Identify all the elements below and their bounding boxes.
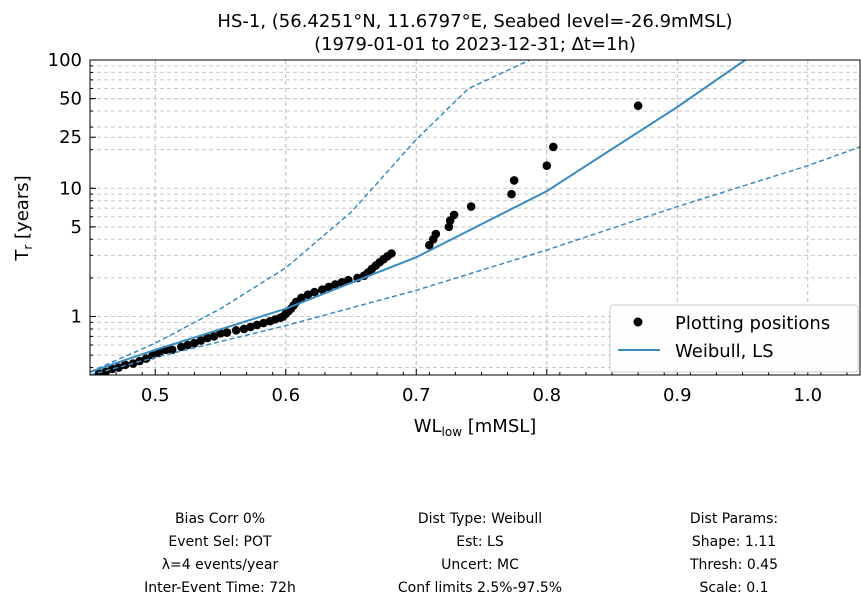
- x-tick-label: 1.0: [793, 385, 822, 406]
- plotting-position-point: [239, 324, 249, 334]
- plotting-position-point: [114, 363, 124, 372]
- plotting-position-point: [542, 161, 552, 170]
- info-uncert: Uncert: MC: [441, 557, 519, 573]
- chart-title: HS-1, (56.4251°N, 11.6797°E, Seabed leve…: [217, 11, 732, 32]
- weibull-fit-line: [90, 60, 746, 373]
- plot-area: [90, 60, 860, 375]
- plotting-position-point: [297, 293, 306, 303]
- x-axis-label: WLlow [mMSL]: [414, 416, 537, 439]
- plotting-position-point: [466, 202, 476, 211]
- y-tick-label: 1: [71, 307, 82, 328]
- plotting-position-point: [509, 176, 519, 185]
- info-event-sel: Event Sel: POT: [168, 534, 272, 550]
- plotting-position-point: [196, 336, 206, 345]
- plotting-position-point: [177, 342, 186, 352]
- plotting-position-point: [183, 340, 193, 350]
- info-left: Bias Corr 0% Event Sel: POT λ=4 events/y…: [90, 508, 350, 600]
- plotting-position-point: [337, 277, 347, 287]
- x-tick-label: 0.9: [663, 385, 692, 406]
- plotting-position-point: [167, 345, 177, 355]
- y-tick-label: 50: [59, 89, 82, 110]
- x-tick-label: 0.8: [532, 385, 561, 406]
- plotting-position-point: [231, 326, 241, 335]
- y-axis-label: Tr [years]: [12, 175, 35, 261]
- chart-subtitle: (1979-01-01 to 2023-12-31; Δt=1h): [314, 34, 636, 55]
- legend: Plotting positions Weibull, LS: [609, 304, 859, 373]
- plotting-position-point: [318, 285, 327, 294]
- plotting-position-point: [246, 322, 255, 332]
- info-bias-corr: Bias Corr 0%: [174, 511, 266, 527]
- x-tick-label: 0.7: [402, 385, 431, 406]
- plotting-position-point: [259, 318, 268, 328]
- plotting-position-point: [449, 210, 459, 220]
- y-tick-label: 10: [59, 178, 82, 199]
- plotting-position-point: [331, 280, 340, 289]
- confidence-limit-line: [90, 146, 860, 375]
- info-dist-params: Dist Params:: [689, 511, 779, 527]
- plotting-position-point: [303, 290, 313, 299]
- y-tick-label: 5: [71, 217, 82, 238]
- plotting-position-point: [216, 328, 225, 338]
- x-tick-label: 0.6: [271, 385, 300, 406]
- legend-box: [609, 304, 859, 373]
- info-shape: Shape: 1.11: [691, 534, 777, 550]
- plotting-position-point: [431, 229, 441, 239]
- legend-label-line: Weibull, LS: [675, 341, 774, 362]
- plotting-position-point: [190, 338, 199, 348]
- info-inter-event: Inter-Event Time: 72h: [144, 580, 296, 596]
- info-thresh: Thresh: 0.45: [690, 557, 778, 573]
- plotting-position-point: [141, 354, 151, 363]
- info-center: Dist Type: Weibull Est: LS Uncert: MC Co…: [350, 508, 610, 600]
- info-est: Est: LS: [456, 534, 504, 550]
- grid-layer: [90, 60, 860, 375]
- y-tick-label: 100: [48, 50, 82, 71]
- legend-marker-points: [633, 317, 643, 327]
- plotting-position-point: [549, 142, 558, 152]
- info-right: Dist Params: Shape: 1.11 Thresh: 0.45 Sc…: [604, 508, 861, 600]
- info-dist-type: Dist Type: Weibull: [417, 511, 543, 527]
- info-lambda: λ=4 events/year: [161, 557, 279, 573]
- info-scale: Scale: 0.1: [699, 580, 769, 596]
- plotting-position-point: [387, 249, 396, 258]
- x-tick-label: 0.5: [141, 385, 170, 406]
- plotting-position-point: [252, 320, 262, 330]
- plotting-position-point: [154, 348, 164, 358]
- legend-label-points: Plotting positions: [675, 313, 830, 334]
- plotting-position-point: [507, 189, 516, 199]
- plotting-position-point: [203, 333, 212, 343]
- plotting-position-point: [633, 101, 643, 111]
- info-conf-limits: Conf limits 2.5%-97.5%: [397, 580, 563, 596]
- plotting-position-point: [209, 332, 219, 341]
- confidence-limit-line: [90, 60, 531, 373]
- tick-layer: 0.5 0.6 0.7 0.8 0.9 1.0 1 5 10 25 50 100: [48, 50, 848, 406]
- y-tick-label: 25: [59, 127, 82, 148]
- plot-frame: [89, 59, 861, 376]
- plotting-position-point: [310, 287, 319, 297]
- plotting-position-point: [222, 328, 232, 337]
- plotting-position-point: [324, 282, 334, 292]
- plotting-position-point: [107, 364, 117, 374]
